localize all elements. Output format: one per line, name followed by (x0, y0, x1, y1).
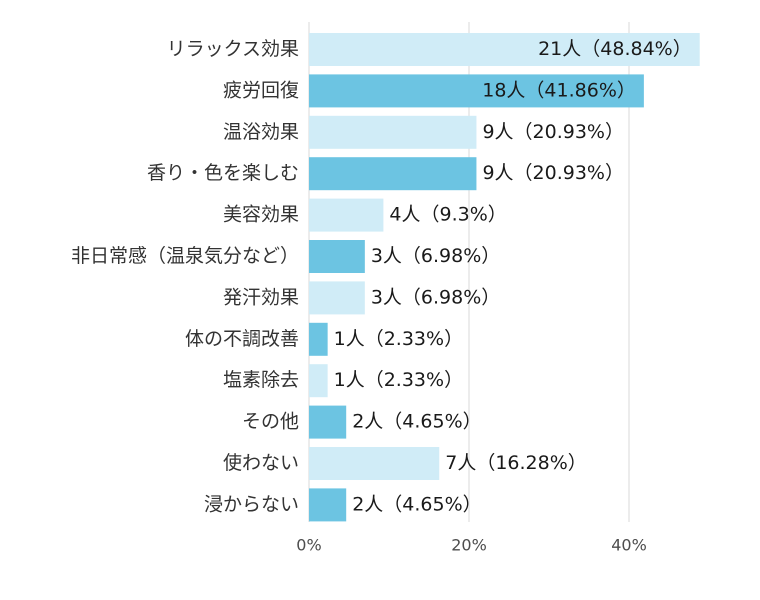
category-label-5: 美容効果 (223, 204, 299, 226)
data-label-3: 9人（20.93%） (482, 121, 624, 143)
label-layer: リラックス効果 21人（48.84%） 疲労回復 18人（41.86%） 温浴効果 9人（… (71, 38, 692, 515)
bar-6 (309, 240, 365, 273)
data-label-12: 2人（4.65%） (352, 493, 481, 515)
category-label-3: 温浴効果 (223, 121, 299, 143)
bar-layer (309, 33, 700, 522)
data-label-9: 1人（2.33%） (334, 369, 463, 391)
bar-2 (309, 74, 644, 108)
bar-1 (309, 33, 700, 66)
x-tick-label-40: 40% (611, 536, 647, 555)
category-label-7: 発汗効果 (223, 286, 299, 308)
data-label-4: 9人（20.93%） (482, 162, 624, 184)
bar-12 (309, 488, 347, 522)
category-label-12: 浸からない (204, 493, 299, 515)
category-label-11: 使わない (223, 452, 299, 474)
data-label-6: 3人（6.98%） (371, 245, 500, 267)
data-label-11: 7人（16.28%） (445, 452, 587, 474)
bar-3 (309, 115, 477, 149)
bar-9 (309, 364, 328, 398)
data-label-10: 2人（4.65%） (352, 411, 481, 433)
bar-7 (309, 281, 365, 315)
category-label-2: 疲労回復 (223, 79, 299, 101)
category-label-1: リラックス効果 (167, 38, 299, 60)
category-label-8: 体の不調改善 (185, 328, 299, 350)
x-tick-label-0: 0% (296, 536, 321, 555)
data-label-5: 4人（9.3%） (389, 204, 506, 226)
bar-8 (309, 322, 328, 356)
tick-layer: 0% 20% 40% (296, 536, 646, 555)
category-label-6: 非日常感（温泉気分など） (71, 245, 299, 267)
bar-10 (309, 405, 347, 439)
bar-4 (309, 157, 477, 191)
data-label-1: 21人（48.84%） (538, 38, 692, 60)
category-label-4: 香り・色を楽しむ (147, 162, 299, 184)
bar-11 (309, 447, 440, 480)
data-label-7: 3人（6.98%） (371, 286, 500, 308)
data-label-8: 1人（2.33%） (334, 328, 463, 350)
bar-5 (309, 198, 384, 232)
x-tick-label-20: 20% (451, 536, 487, 555)
category-label-10: その他 (242, 411, 299, 433)
category-label-9: 塩素除去 (223, 369, 299, 391)
data-label-2: 18人（41.86%） (482, 79, 636, 101)
